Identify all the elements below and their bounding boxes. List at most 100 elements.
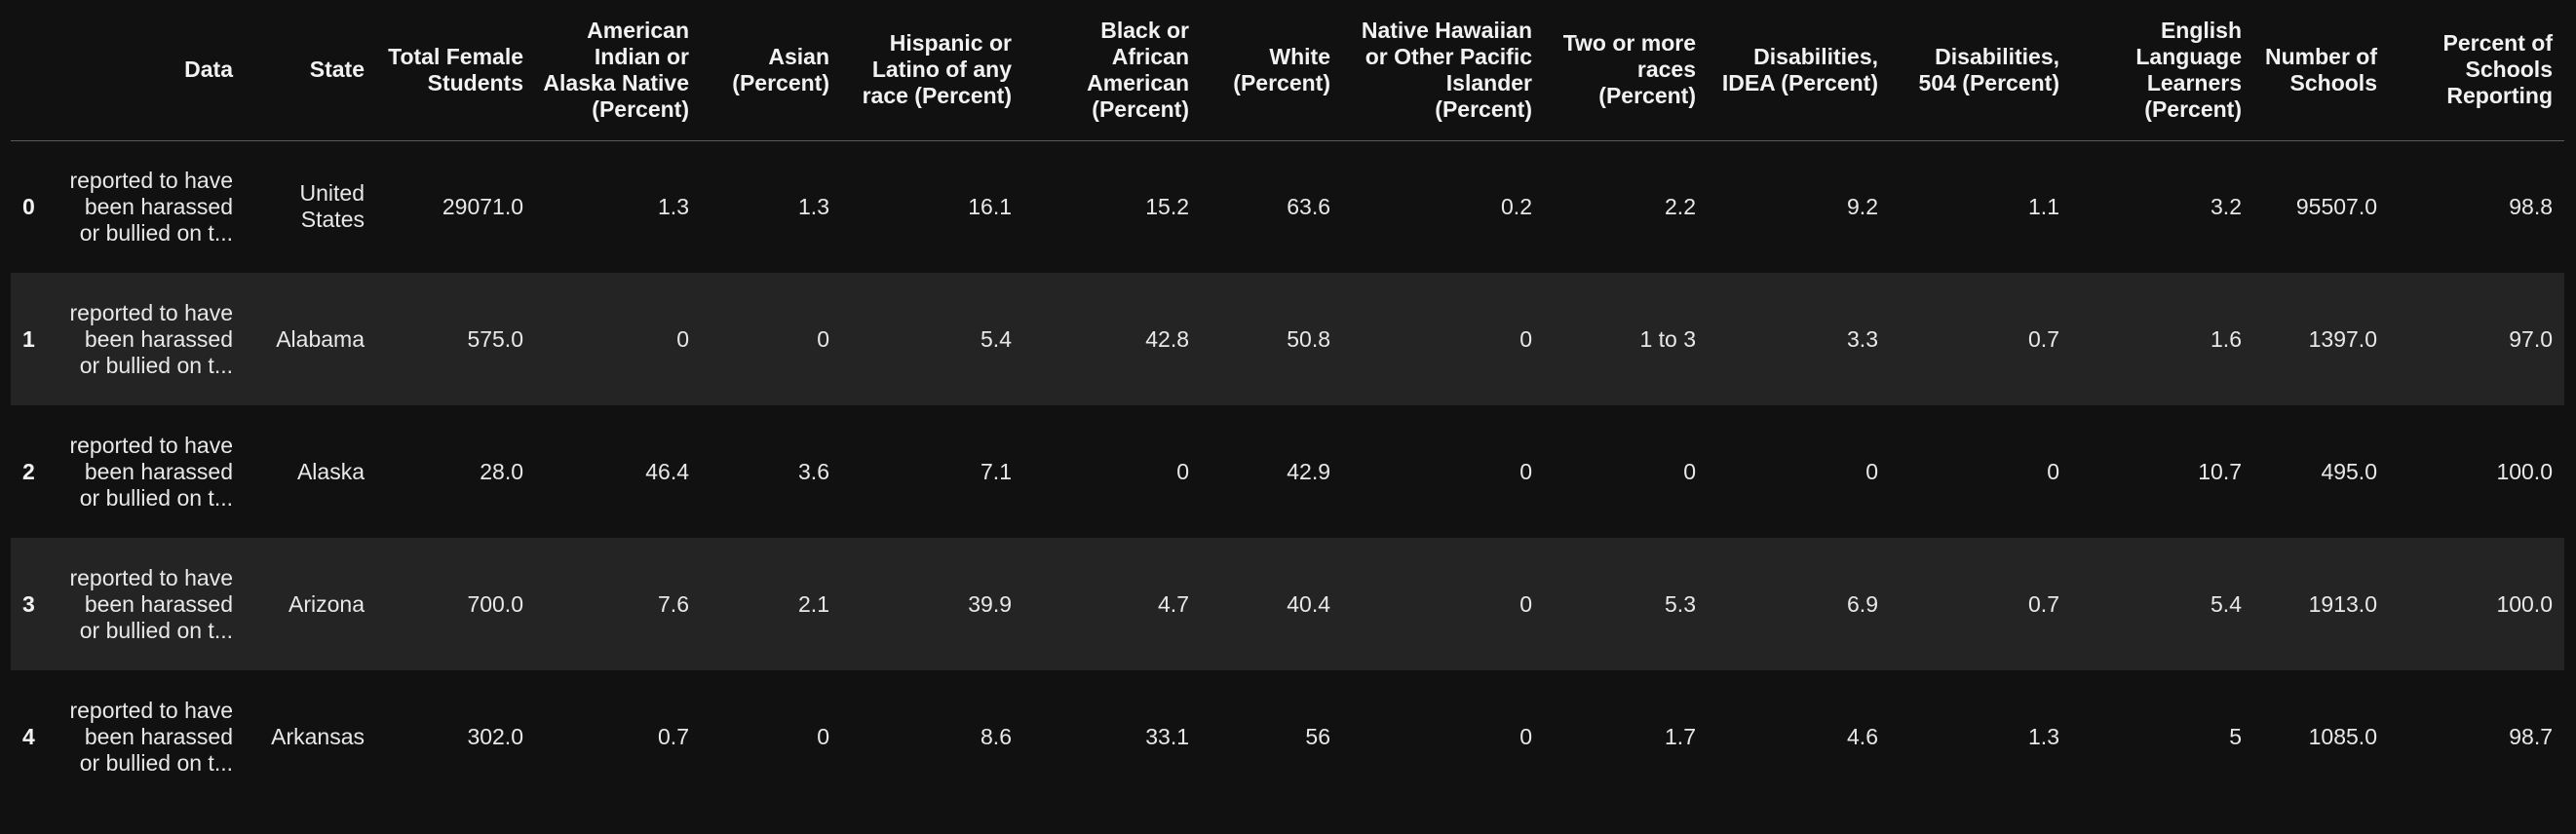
row-index: 0 [22, 193, 35, 219]
dataframe-output: Data State Total Female Students America… [11, 0, 2564, 803]
cell-total-female-students: 302.0 [467, 723, 523, 749]
row-index: 2 [22, 458, 35, 484]
cell-percent-reporting: 97.0 [2509, 325, 2553, 352]
cell-disabilities-504: 0.7 [2028, 325, 2059, 352]
cell-disabilities-504: 1.1 [2028, 193, 2059, 219]
column-header-index [11, 0, 52, 141]
cell-disabilities-idea: 0 [1865, 458, 1878, 484]
cell-total-female-students: 28.0 [480, 458, 523, 484]
cell-english-learners: 5 [2229, 723, 2242, 749]
cell-english-learners: 3.2 [2211, 193, 2242, 219]
table-header: Data State Total Female Students America… [11, 0, 2564, 141]
cell-percent-reporting: 100.0 [2496, 590, 2553, 617]
cell-american-indian: 7.6 [658, 590, 689, 617]
cell-black: 42.8 [1145, 325, 1189, 352]
cell-state: Alabama [276, 325, 365, 352]
cell-state: Arizona [288, 590, 365, 617]
cell-disabilities-idea: 6.9 [1847, 590, 1878, 617]
cell-native-hawaiian: 0 [1519, 325, 1532, 352]
cell-white: 50.8 [1287, 325, 1330, 352]
cell-black: 15.2 [1145, 193, 1189, 219]
cell-two-or-more-races: 0 [1683, 458, 1696, 484]
cell-percent-reporting: 100.0 [2496, 458, 2553, 484]
cell-state: Arkansas [271, 723, 365, 749]
cell-american-indian: 0 [676, 325, 689, 352]
table-row: 2 reported to have been harassed or bull… [11, 405, 2564, 538]
cell-number-of-schools: 1397.0 [2308, 325, 2377, 352]
cell-total-female-students: 700.0 [467, 590, 523, 617]
column-header-english-learners: English Language Learners (Percent) [2071, 0, 2253, 141]
cell-percent-reporting: 98.8 [2509, 193, 2553, 219]
row-index: 1 [22, 325, 35, 352]
cell-hispanic: 16.1 [968, 193, 1012, 219]
cell-asian: 1.3 [798, 193, 829, 219]
column-header-disabilities-504: Disabilities, 504 (Percent) [1890, 0, 2071, 141]
cell-total-female-students: 29071.0 [442, 193, 523, 219]
cell-hispanic: 7.1 [980, 458, 1012, 484]
cell-white: 42.9 [1287, 458, 1330, 484]
cell-english-learners: 10.7 [2198, 458, 2242, 484]
dataframe-table: Data State Total Female Students America… [11, 0, 2564, 803]
cell-percent-reporting: 98.7 [2509, 723, 2553, 749]
cell-number-of-schools: 1085.0 [2308, 723, 2377, 749]
cell-hispanic: 8.6 [980, 723, 1012, 749]
cell-american-indian: 1.3 [658, 193, 689, 219]
cell-black: 4.7 [1158, 590, 1189, 617]
cell-state: United States [299, 180, 365, 233]
cell-hispanic: 39.9 [968, 590, 1012, 617]
cell-data: reported to have been harassed or bullie… [69, 564, 233, 643]
cell-two-or-more-races: 1.7 [1665, 723, 1696, 749]
column-header-black: Black or African American (Percent) [1023, 0, 1201, 141]
cell-native-hawaiian: 0 [1519, 458, 1532, 484]
cell-white: 63.6 [1287, 193, 1330, 219]
row-index: 4 [22, 723, 35, 749]
column-header-total-female-students: Total Female Students [376, 0, 535, 141]
cell-native-hawaiian: 0 [1519, 723, 1532, 749]
cell-white: 40.4 [1287, 590, 1330, 617]
header-row: Data State Total Female Students America… [11, 0, 2564, 141]
column-header-hispanic: Hispanic or Latino of any race (Percent) [841, 0, 1023, 141]
column-header-asian: Asian (Percent) [701, 0, 841, 141]
cell-data: reported to have been harassed or bullie… [69, 697, 233, 776]
column-header-disabilities-idea: Disabilities, IDEA (Percent) [1708, 0, 1890, 141]
cell-asian: 2.1 [798, 590, 829, 617]
cell-two-or-more-races: 2.2 [1665, 193, 1696, 219]
column-header-two-or-more-races: Two or more races (Percent) [1544, 0, 1708, 141]
cell-black: 0 [1176, 458, 1189, 484]
cell-american-indian: 46.4 [645, 458, 689, 484]
column-header-percent-reporting: Percent of Schools Reporting [2389, 0, 2564, 141]
column-header-number-of-schools: Number of Schools [2253, 0, 2389, 141]
cell-data: reported to have been harassed or bullie… [69, 299, 233, 378]
column-header-native-hawaiian: Native Hawaiian or Other Pacific Islande… [1342, 0, 1544, 141]
table-row: 3 reported to have been harassed or bull… [11, 538, 2564, 670]
cell-english-learners: 1.6 [2211, 325, 2242, 352]
cell-black: 33.1 [1145, 723, 1189, 749]
row-index: 3 [22, 590, 35, 617]
cell-number-of-schools: 495.0 [2321, 458, 2377, 484]
cell-number-of-schools: 95507.0 [2295, 193, 2377, 219]
cell-disabilities-504: 0.7 [2028, 590, 2059, 617]
column-header-state: State [245, 0, 376, 141]
column-header-data: Data [52, 0, 245, 141]
cell-asian: 0 [817, 325, 829, 352]
column-header-american-indian: American Indian or Alaska Native (Percen… [535, 0, 701, 141]
cell-two-or-more-races: 1 to 3 [1639, 325, 1696, 352]
cell-hispanic: 5.4 [980, 325, 1012, 352]
cell-total-female-students: 575.0 [467, 325, 523, 352]
cell-disabilities-504: 0 [2047, 458, 2059, 484]
cell-data: reported to have been harassed or bullie… [69, 167, 233, 246]
table-row: 0 reported to have been harassed or bull… [11, 140, 2564, 273]
cell-white: 56 [1305, 723, 1330, 749]
cell-disabilities-idea: 4.6 [1847, 723, 1878, 749]
table-body: 0 reported to have been harassed or bull… [11, 140, 2564, 803]
cell-native-hawaiian: 0.2 [1501, 193, 1532, 219]
cell-asian: 3.6 [798, 458, 829, 484]
cell-native-hawaiian: 0 [1519, 590, 1532, 617]
cell-data: reported to have been harassed or bullie… [69, 432, 233, 511]
cell-disabilities-idea: 9.2 [1847, 193, 1878, 219]
cell-american-indian: 0.7 [658, 723, 689, 749]
column-header-white: White (Percent) [1201, 0, 1342, 141]
cell-number-of-schools: 1913.0 [2308, 590, 2377, 617]
cell-asian: 0 [817, 723, 829, 749]
cell-two-or-more-races: 5.3 [1665, 590, 1696, 617]
